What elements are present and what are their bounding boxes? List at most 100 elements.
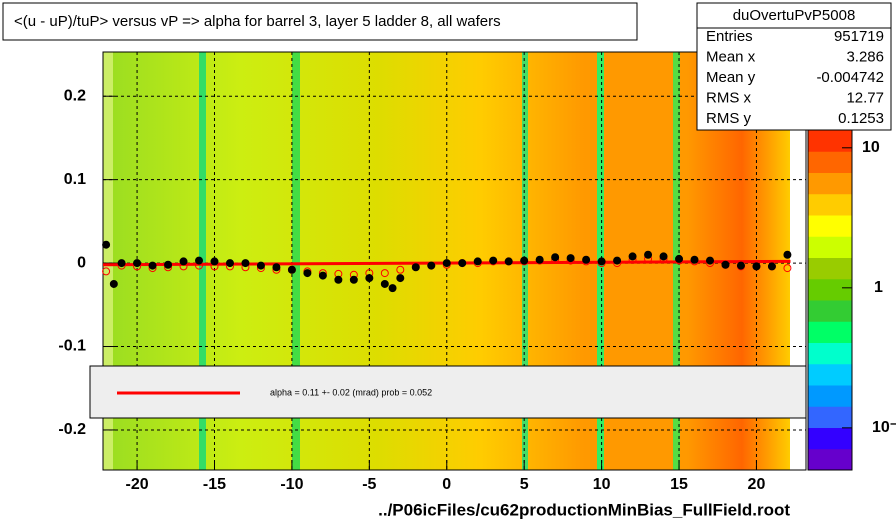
y-tick-label: -0.1 [58,338,86,355]
data-point [473,257,482,266]
palette-band [808,172,852,195]
stats-box [696,2,892,131]
data-point [349,275,358,284]
data-point [256,261,265,270]
data-point [102,267,111,276]
palette-band [808,193,852,216]
stat-value: 12.77 [846,89,884,106]
z-tick-label: 1 [874,279,883,296]
legend-text: alpha = 0.11 +- 0.02 (mrad) prob = 0.052 [270,387,432,397]
chart-title: <(u - uP)/tuP> versus vP => alpha for ba… [14,13,501,30]
data-point [195,256,204,265]
stat-value: 0.1253 [838,110,884,127]
data-point [117,259,126,268]
y-tick-label: -0.2 [58,421,86,438]
x-axis-label: ../P06icFiles/cu62productionMinBias_Full… [378,500,790,519]
palette-band [808,151,852,173]
x-tick-label: 10 [593,476,611,493]
data-point [109,279,118,288]
palette-band [808,257,852,280]
palette-band [808,385,852,407]
data-point [566,254,575,263]
data-point [164,260,173,269]
palette-band [808,342,852,365]
data-point [597,257,606,266]
x-tick-label: -5 [362,476,376,493]
palette-band [808,215,852,237]
data-point [318,271,327,280]
x-tick-label: 0 [442,476,451,493]
palette-band [808,236,852,258]
title-box [2,2,638,41]
data-point [380,269,389,278]
data-point [148,261,157,270]
stats-title: duOvertuPvP5008 [733,7,856,24]
stat-value: 3.286 [846,48,884,65]
y-tick-label: 0.2 [64,87,86,104]
stat-label: Mean y [706,69,756,86]
y-tick-label: 0 [77,254,86,271]
data-point [303,269,312,278]
palette-band [808,278,852,301]
x-tick-label: -10 [280,476,303,493]
data-point [489,256,498,265]
data-point [287,265,296,274]
data-point [628,252,637,261]
data-point [644,250,653,259]
data-point [659,252,668,261]
palette-band [808,448,852,471]
data-point [411,263,420,272]
data-point [535,255,544,264]
data-point [396,274,405,283]
data-point [690,255,699,264]
data-point [427,261,436,270]
marks [102,240,792,293]
data-point [133,259,142,268]
palette-band [808,363,852,386]
stat-label: Mean x [706,48,756,65]
data-point [442,259,451,268]
data-point [705,256,714,265]
data-point [613,256,622,265]
stat-label: Entries [706,28,753,45]
palette-band [808,130,852,152]
palette-band [808,427,852,450]
data-point [272,263,281,272]
x-tick-label: 5 [520,476,529,493]
data-point [241,259,250,268]
stat-value: 951719 [834,28,884,45]
data-point [752,262,761,271]
data-point [225,259,234,268]
x-tick-label: -15 [203,476,226,493]
plot-frame [102,51,807,471]
palette-band [808,406,852,428]
x-tick-label: 20 [748,476,766,493]
data-point [504,257,513,266]
data-point [380,279,389,288]
stat-label: RMS y [706,110,752,127]
data-point [767,262,776,271]
data-point [736,261,745,270]
z-tick-label: 10 [862,139,880,156]
color-scale: 10⁻¹ 1 10 [807,129,896,471]
stat-value: -0.004742 [816,69,884,86]
stats-rows: Entries 951719 Mean x 3.286 Mean y -0.004742 R… [706,28,884,127]
data-point [783,264,792,273]
data-point [551,253,560,262]
data-point [210,257,219,266]
data-point [520,256,529,265]
data-point [179,257,188,266]
z-tick-label: 10⁻¹ [872,419,896,436]
data-point [365,274,374,283]
data-point [582,255,591,264]
palette-band [808,321,852,343]
data-point [396,265,405,274]
palette-band [808,300,852,322]
data-point [783,250,792,259]
y-tick-label: 0.1 [64,171,86,188]
x-tick-label: -20 [126,476,149,493]
data-point [675,254,684,263]
x-tick-label: 15 [670,476,688,493]
data-point [102,240,111,249]
